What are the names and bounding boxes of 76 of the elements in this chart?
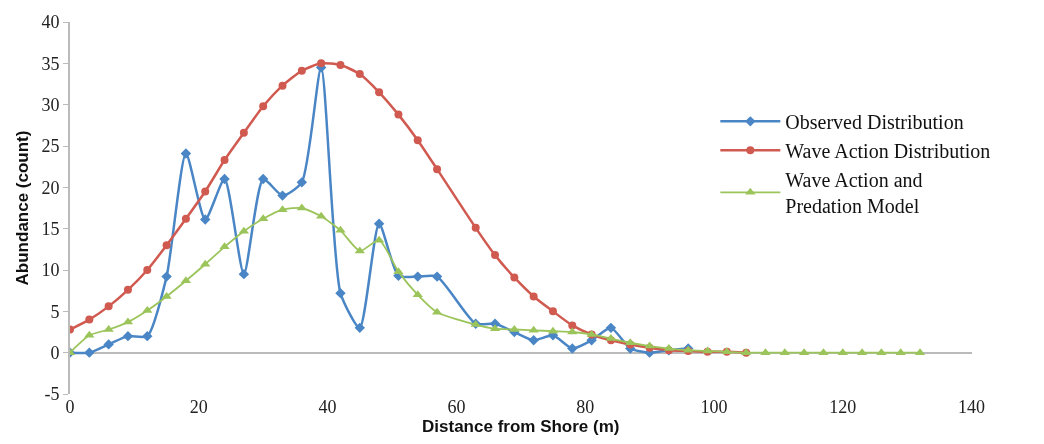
point [181,214,190,223]
point [375,88,384,97]
x-tick-label: 80 [576,397,595,417]
point [433,165,442,174]
x-tick-label: 120 [829,397,857,417]
point [180,148,192,159]
point [335,287,346,299]
y-tick-label: 30 [41,94,60,115]
point [528,325,539,333]
point [510,273,519,282]
point [238,268,250,280]
point [412,290,423,298]
x-tick-label: 0 [65,397,75,417]
point [219,242,230,250]
point [162,241,171,250]
point [413,136,422,145]
point [161,271,172,282]
point [103,339,114,350]
point [605,322,617,334]
point [296,177,308,188]
y-tick-label: 40 [41,12,60,33]
point [491,251,500,260]
x-tick-label: 100 [700,397,728,417]
y-tick-label: 35 [41,53,60,74]
point [354,322,365,334]
x-axis-title: Distance from Shore (m) [422,417,620,436]
point [335,225,346,233]
y-axis-title: Abundance (count) [13,130,33,286]
y-tick-label: 10 [41,260,60,281]
x-tick-label: 40 [318,397,337,417]
point [143,266,152,274]
y-tick-label: 25 [41,136,60,157]
point [354,246,365,254]
legend-label: Wave Action Distribution [785,140,991,163]
y-tick-label: -5 [44,384,60,405]
x-tick-label: 60 [447,397,466,417]
point [277,190,288,201]
point [85,315,94,324]
point [431,271,443,282]
point [355,70,364,79]
point [529,292,538,301]
point [317,59,326,68]
legend-label: Wave Action and Predation Model [785,169,923,218]
point [297,66,306,75]
point [568,321,577,330]
point [84,347,95,358]
point [336,60,345,69]
point [142,330,153,342]
point [219,173,230,185]
point [394,110,403,119]
legend-label: Observed Distribution [785,111,964,134]
y-tick-label: 5 [50,301,60,322]
y-tick-label: 20 [41,177,60,198]
point [567,327,578,335]
point [567,343,578,354]
point [373,218,385,229]
point [84,330,95,338]
point [239,128,248,137]
point [123,285,132,294]
x-tick-label: 140 [958,397,986,417]
point [412,271,423,282]
point [161,291,172,299]
point [528,335,539,346]
y-tick-label: 0 [50,342,60,363]
y-tick-label: 15 [41,218,60,239]
point [259,102,268,111]
point [200,214,211,225]
point [278,81,287,90]
point [257,173,269,185]
point [104,302,113,311]
point [201,187,210,196]
x-tick-label: 20 [189,397,208,417]
point [471,223,480,232]
point [220,156,229,165]
point [122,330,134,342]
point [548,307,557,316]
